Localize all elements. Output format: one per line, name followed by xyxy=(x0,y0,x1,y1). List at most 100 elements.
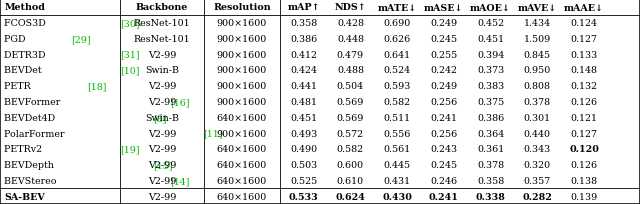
Text: 0.249: 0.249 xyxy=(430,82,458,91)
Text: 0.569: 0.569 xyxy=(337,98,364,106)
Text: 0.127: 0.127 xyxy=(570,129,598,138)
Text: SA-BEV: SA-BEV xyxy=(4,192,45,201)
Text: 0.127: 0.127 xyxy=(570,35,598,44)
Text: 0.490: 0.490 xyxy=(290,145,317,154)
Text: 0.561: 0.561 xyxy=(383,145,411,154)
Text: 0.445: 0.445 xyxy=(383,160,411,169)
Text: 0.241: 0.241 xyxy=(429,192,459,201)
Text: [14]: [14] xyxy=(170,176,189,185)
Text: 0.394: 0.394 xyxy=(477,50,504,59)
Text: V2-99: V2-99 xyxy=(148,82,176,91)
Text: [8]: [8] xyxy=(154,113,167,122)
Text: 0.139: 0.139 xyxy=(570,192,598,201)
Text: 0.386: 0.386 xyxy=(477,113,504,122)
Text: 0.364: 0.364 xyxy=(477,129,504,138)
Text: 0.245: 0.245 xyxy=(430,160,458,169)
Text: 0.845: 0.845 xyxy=(524,50,551,59)
Text: 0.525: 0.525 xyxy=(290,176,317,185)
Text: 0.556: 0.556 xyxy=(383,129,411,138)
Text: Method: Method xyxy=(4,3,45,12)
Text: mATE↓: mATE↓ xyxy=(378,3,417,12)
Text: 0.593: 0.593 xyxy=(383,82,411,91)
Text: V2-99: V2-99 xyxy=(148,160,176,169)
Text: 0.808: 0.808 xyxy=(524,82,551,91)
Text: 640×1600: 640×1600 xyxy=(217,145,267,154)
Text: [31]: [31] xyxy=(120,50,140,59)
Text: 640×1600: 640×1600 xyxy=(217,113,267,122)
Text: Swin-B: Swin-B xyxy=(145,66,179,75)
Text: 0.241: 0.241 xyxy=(430,113,458,122)
Text: 0.524: 0.524 xyxy=(383,66,411,75)
Text: 640×1600: 640×1600 xyxy=(217,160,267,169)
Text: 0.245: 0.245 xyxy=(430,35,458,44)
Text: 0.138: 0.138 xyxy=(570,176,598,185)
Text: 0.572: 0.572 xyxy=(337,129,364,138)
Text: 0.338: 0.338 xyxy=(476,192,506,201)
Text: 0.148: 0.148 xyxy=(570,66,598,75)
Text: [10]: [10] xyxy=(120,66,140,75)
Text: 0.378: 0.378 xyxy=(524,98,551,106)
Text: 0.479: 0.479 xyxy=(337,50,364,59)
Text: V2-99: V2-99 xyxy=(148,176,176,185)
Text: 0.440: 0.440 xyxy=(524,129,551,138)
Text: [11]: [11] xyxy=(203,129,223,138)
Text: mAP↑: mAP↑ xyxy=(287,3,320,12)
Text: 0.610: 0.610 xyxy=(337,176,364,185)
Text: 0.256: 0.256 xyxy=(430,98,458,106)
Text: 0.582: 0.582 xyxy=(337,145,364,154)
Text: 0.120: 0.120 xyxy=(569,145,599,154)
Text: PolarFormer: PolarFormer xyxy=(4,129,68,138)
Text: ResNet-101: ResNet-101 xyxy=(134,35,190,44)
Text: 0.361: 0.361 xyxy=(477,145,504,154)
Text: 0.282: 0.282 xyxy=(522,192,552,201)
Text: 900×1600: 900×1600 xyxy=(217,66,267,75)
Text: 0.133: 0.133 xyxy=(570,50,598,59)
Text: V2-99: V2-99 xyxy=(148,98,176,106)
Text: 0.343: 0.343 xyxy=(524,145,551,154)
Text: 900×1600: 900×1600 xyxy=(217,35,267,44)
Text: 0.249: 0.249 xyxy=(430,19,458,28)
Text: 0.504: 0.504 xyxy=(337,82,364,91)
Text: 0.246: 0.246 xyxy=(430,176,458,185)
Text: 0.358: 0.358 xyxy=(477,176,504,185)
Text: V2-99: V2-99 xyxy=(148,145,176,154)
Text: 0.569: 0.569 xyxy=(337,113,364,122)
Text: 0.424: 0.424 xyxy=(290,66,317,75)
Text: 0.448: 0.448 xyxy=(337,35,364,44)
Text: 0.641: 0.641 xyxy=(383,50,411,59)
Text: BEVStereo: BEVStereo xyxy=(4,176,60,185)
Text: 0.441: 0.441 xyxy=(290,82,317,91)
Text: [19]: [19] xyxy=(120,145,140,154)
Text: NDS↑: NDS↑ xyxy=(335,3,366,12)
Text: 0.451: 0.451 xyxy=(477,35,504,44)
Text: 0.126: 0.126 xyxy=(570,98,598,106)
Text: 0.431: 0.431 xyxy=(383,176,411,185)
Text: 0.301: 0.301 xyxy=(524,113,551,122)
Text: PGD: PGD xyxy=(4,35,29,44)
Text: BEVDet4D: BEVDet4D xyxy=(4,113,59,122)
Text: [16]: [16] xyxy=(170,98,189,106)
Text: 1.509: 1.509 xyxy=(524,35,551,44)
Text: 0.503: 0.503 xyxy=(290,160,317,169)
Text: Swin-B: Swin-B xyxy=(145,113,179,122)
Text: PETRv2: PETRv2 xyxy=(4,145,45,154)
Text: 0.452: 0.452 xyxy=(477,19,504,28)
Text: 900×1600: 900×1600 xyxy=(217,82,267,91)
Text: [18]: [18] xyxy=(87,82,107,91)
Text: PETR: PETR xyxy=(4,82,34,91)
Text: [30]: [30] xyxy=(120,19,140,28)
Text: ResNet-101: ResNet-101 xyxy=(134,19,190,28)
Text: BEVDet: BEVDet xyxy=(4,66,45,75)
Text: mAOE↓: mAOE↓ xyxy=(470,3,511,12)
Text: DETR3D: DETR3D xyxy=(4,50,49,59)
Text: 900×1600: 900×1600 xyxy=(217,19,267,28)
Text: 0.121: 0.121 xyxy=(570,113,598,122)
Text: [29]: [29] xyxy=(70,35,90,44)
Text: 0.690: 0.690 xyxy=(383,19,411,28)
Text: BEVFormer: BEVFormer xyxy=(4,98,64,106)
Text: 0.243: 0.243 xyxy=(430,145,458,154)
Text: 0.412: 0.412 xyxy=(290,50,317,59)
Text: FCOS3D: FCOS3D xyxy=(4,19,49,28)
Text: V2-99: V2-99 xyxy=(148,50,176,59)
Text: [15]: [15] xyxy=(154,160,173,169)
